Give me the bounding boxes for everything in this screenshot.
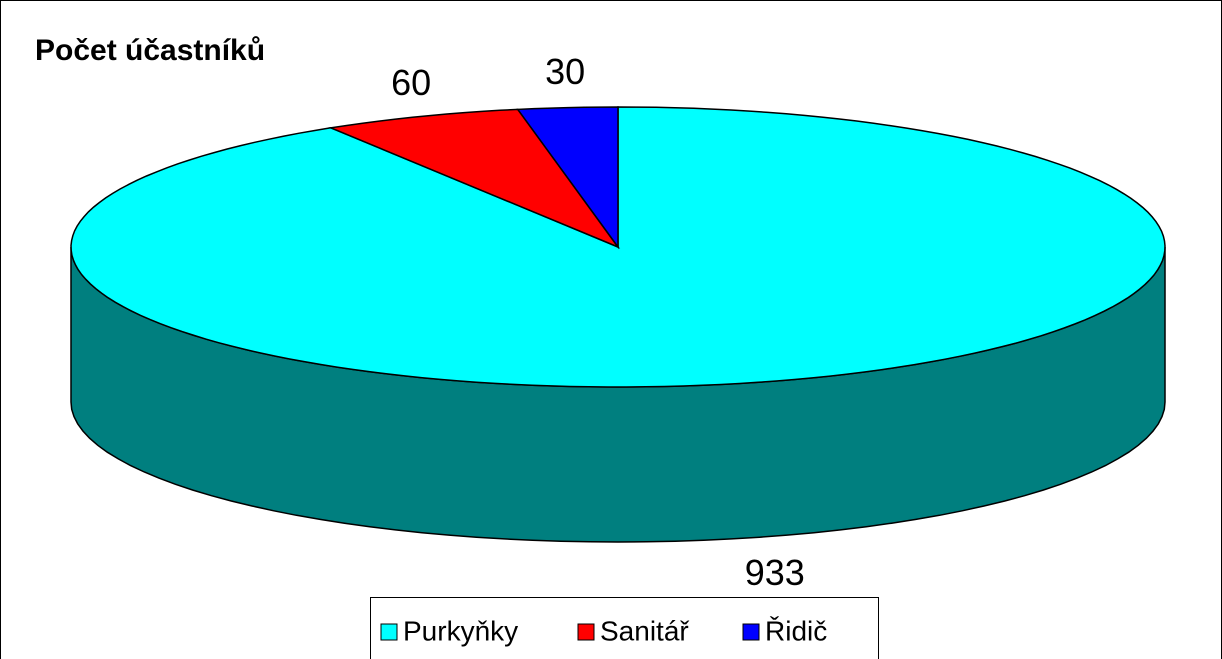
legend-box (370, 597, 879, 659)
legend-swatch (577, 623, 595, 641)
legend-swatch (380, 623, 398, 641)
legend-swatch (742, 623, 760, 641)
pie-slice (327, 108, 621, 249)
legend-label: Purkyňky (403, 615, 518, 646)
pie: 933 60 30 (70, 51, 1166, 593)
data-label: 60 (391, 62, 431, 103)
data-label: 30 (545, 51, 585, 92)
legend-label: Řidič (765, 615, 827, 646)
legend-label: Sanitář (600, 615, 689, 646)
chart-title: Počet účastníků (35, 34, 265, 67)
legend: Purkyňky Sanitář Řidič (370, 597, 879, 659)
pie-slice (516, 106, 619, 250)
data-label: 933 (745, 552, 805, 593)
